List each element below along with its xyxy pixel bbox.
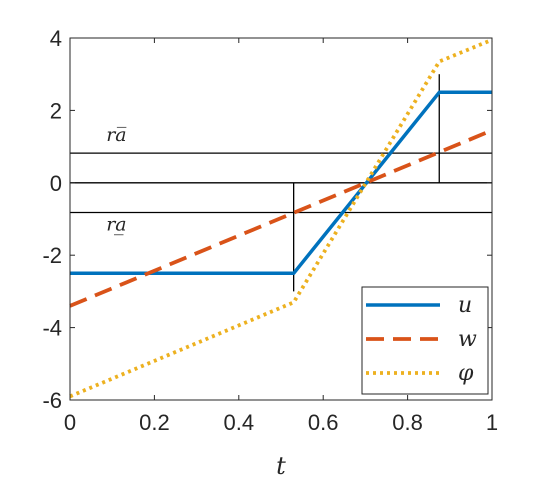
legend-label-2: φ [458,361,474,386]
legend-label-0: u [458,293,472,318]
y-tick-label: -6 [42,388,62,413]
x-axis-label: t [276,452,286,480]
x-tick-label: 0 [64,410,76,435]
legend: uwφ [361,286,489,395]
y-tick-label: -4 [42,316,62,341]
reference-lines [70,74,492,292]
x-tick-label: 0.6 [308,410,339,435]
annotations: ra̅ ra̲ [106,124,126,235]
x-tick-label: 0.8 [392,410,423,435]
axis-ticks: 0 0.2 0.4 0.6 0.8 1 4 2 0 -2 -4 -6 [42,26,498,435]
y-tick-label: -2 [42,243,62,268]
annotation-label-0: ra̅ [106,124,126,146]
y-tick-label: 0 [50,171,62,196]
y-tick-label: 4 [50,26,62,51]
legend-label-1: w [458,327,477,352]
x-tick-label: 0.2 [139,410,170,435]
y-tick-label: 2 [50,98,62,123]
axes-box [69,37,493,401]
x-tick-label: 1 [486,410,498,435]
annotation-label-1: ra̲ [106,214,126,236]
series-line-0 [70,90,492,276]
series-line-1 [69,128,493,308]
data-series [69,38,493,399]
series-line-2 [69,38,493,399]
x-tick-label: 0.4 [224,410,255,435]
